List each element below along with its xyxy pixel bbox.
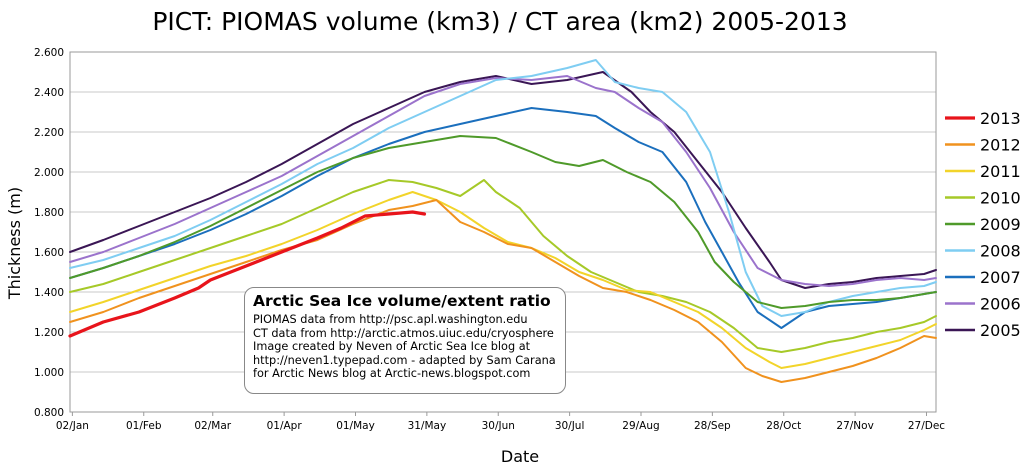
annotation-line: for Arctic News blog at Arctic-news.blog… bbox=[253, 367, 531, 381]
series-line-2009 bbox=[69, 135, 937, 309]
series-line-2012 bbox=[69, 199, 937, 383]
chart-title: PICT: PIOMAS volume (km3) / CT area (km2… bbox=[152, 7, 847, 36]
x-axis-ticks: 02/Jan 01/Feb 02/Mar 01/Apr 01/May 31/May 30/J… bbox=[56, 412, 945, 432]
x-tick-label: 02/Mar bbox=[194, 420, 231, 432]
y-tick-label: 2.600 bbox=[34, 47, 64, 59]
legend-label-2012: 2012 bbox=[980, 136, 1021, 155]
annotation-line: PIOMAS data from http://psc.apl.washingt… bbox=[253, 313, 528, 326]
legend: 2013 2012 2011 2010 2009 2008 2007 2006 2005 bbox=[945, 109, 1021, 340]
series-line-2005 bbox=[69, 71, 937, 289]
x-tick-label: 27/Dec bbox=[908, 420, 945, 432]
x-tick-label: 01/May bbox=[336, 420, 375, 432]
y-axis-label: Thickness (m) bbox=[5, 187, 24, 300]
y-tick-label: 2.400 bbox=[34, 87, 64, 99]
x-tick-label: 30/Jul bbox=[555, 420, 585, 432]
y-tick-label: 1.200 bbox=[34, 327, 64, 339]
annotation-box: Arctic Sea Ice volume/extent ratio PIOMA… bbox=[244, 287, 566, 394]
x-tick-label: 27/Nov bbox=[836, 420, 873, 432]
y-tick-label: 1.800 bbox=[34, 207, 64, 219]
y-tick-label: 1.600 bbox=[34, 247, 64, 259]
legend-label-2013: 2013 bbox=[980, 109, 1021, 128]
x-tick-label: 28/Sep bbox=[694, 420, 731, 432]
legend-label-2006: 2006 bbox=[980, 295, 1021, 314]
series-line-2006 bbox=[69, 75, 937, 287]
plot-area-frame bbox=[69, 51, 937, 413]
y-tick-label: 2.000 bbox=[34, 167, 64, 179]
x-axis-label: Date bbox=[501, 447, 539, 466]
legend-label-2005: 2005 bbox=[980, 321, 1021, 340]
legend-label-2007: 2007 bbox=[980, 268, 1021, 287]
series-line-2007 bbox=[69, 107, 937, 329]
series-line-2013 bbox=[68, 210, 427, 338]
x-tick-label: 01/Apr bbox=[267, 420, 303, 432]
y-tick-label: 1.400 bbox=[34, 287, 64, 299]
y-axis-ticks: 0.800 1.000 1.200 1.400 1.600 1.800 2.000 2.200… bbox=[34, 47, 64, 419]
legend-label-2010: 2010 bbox=[980, 189, 1021, 208]
x-tick-label: 31/May bbox=[408, 420, 447, 432]
series-line-2010 bbox=[69, 179, 937, 353]
y-tick-label: 2.200 bbox=[34, 127, 64, 139]
x-tick-label: 29/Aug bbox=[622, 420, 659, 432]
legend-label-2009: 2009 bbox=[980, 215, 1021, 234]
annotation-line: CT data from http://arctic.atmos.uiuc.ed… bbox=[253, 326, 554, 340]
legend-label-2011: 2011 bbox=[980, 162, 1021, 181]
x-tick-label: 28/Oct bbox=[766, 420, 801, 432]
x-tick-label: 02/Jan bbox=[56, 420, 89, 432]
annotation-line: Image created by Neven of Arctic Sea Ice… bbox=[253, 340, 531, 354]
legend-label-2008: 2008 bbox=[980, 242, 1021, 261]
x-tick-label: 01/Feb bbox=[126, 420, 162, 432]
series-lines bbox=[68, 59, 937, 383]
annotation-line: http://neven1.typepad.com - adapted by S… bbox=[253, 353, 556, 367]
series-line-2011 bbox=[69, 191, 937, 369]
y-tick-label: 0.800 bbox=[34, 407, 64, 419]
x-tick-label: 30/Jun bbox=[482, 420, 515, 432]
y-tick-label: 1.000 bbox=[34, 367, 64, 379]
annotation-title: Arctic Sea Ice volume/extent ratio bbox=[253, 292, 551, 310]
